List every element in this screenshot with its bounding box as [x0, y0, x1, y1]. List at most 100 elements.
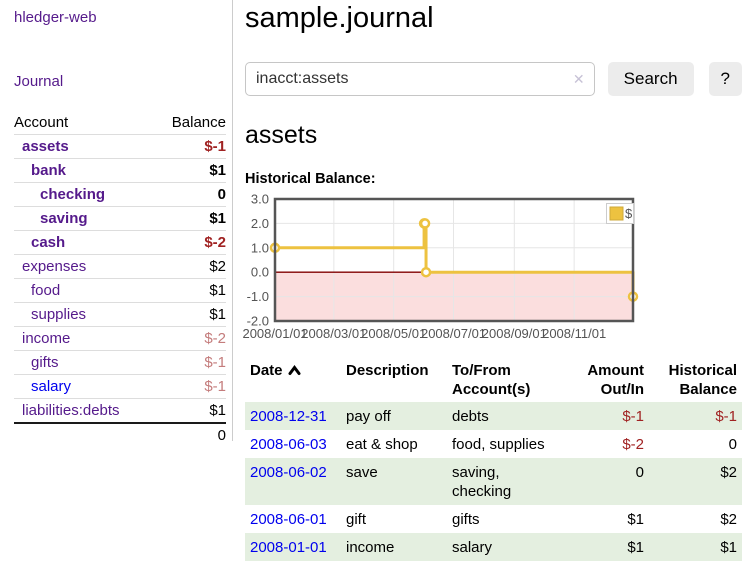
transaction-date-link[interactable]: 2008-12-31: [250, 407, 327, 425]
transaction-balance: 0: [728, 435, 737, 453]
transaction-accounts: food, supplies: [452, 435, 545, 453]
transaction-description: income: [346, 538, 395, 556]
accounts-total-row: 0: [14, 423, 226, 448]
svg-text:2008/03/01: 2008/03/01: [301, 326, 366, 341]
help-button[interactable]: ?: [708, 62, 742, 96]
svg-text:-2.0: -2.0: [247, 314, 269, 329]
svg-text:1.0: 1.0: [251, 240, 269, 255]
account-heading: assets: [245, 121, 318, 149]
page-title: sample.journal: [245, 2, 434, 34]
svg-text:$: $: [625, 206, 633, 221]
transaction-date-link[interactable]: 2008-06-03: [250, 435, 327, 453]
transactions-body: 2008-12-31 pay off debts $-1 $-1 2008-06-03 ea…: [245, 402, 742, 561]
transaction-amount: 0: [635, 463, 644, 481]
account-balance: $-1: [204, 377, 226, 395]
account-balance: $2: [209, 257, 226, 275]
svg-text:2.0: 2.0: [251, 216, 269, 231]
col-accounts: To/From Account(s): [452, 362, 531, 398]
col-amount: Amount Out/In: [587, 362, 644, 398]
account-row: checking 0: [14, 182, 226, 207]
svg-text:2008/07/01: 2008/07/01: [421, 326, 486, 341]
account-balance: $1: [209, 209, 226, 227]
col-date-sort[interactable]: Date: [245, 358, 341, 402]
col-balance: Historical Balance: [668, 362, 737, 398]
account-row: salary $-1: [14, 374, 226, 399]
account-row: saving $1: [14, 206, 226, 231]
transaction-row: 2008-01-01 income salary $1 $1: [245, 533, 742, 561]
transaction-balance: $1: [720, 538, 737, 556]
accounts-header-account: Account: [14, 114, 69, 131]
accounts-table: Account Balance assets $-1 bank $1 checking 0…: [14, 111, 226, 448]
svg-text:0.0: 0.0: [251, 265, 269, 280]
chart-legend: $: [606, 203, 634, 224]
account-row: bank $1: [14, 158, 226, 183]
app-title-link[interactable]: hledger-web: [14, 9, 97, 26]
transactions-table: Date Description To/From Account(s) Amou…: [245, 358, 742, 561]
account-balance: $1: [209, 281, 226, 299]
transaction-amount: $-1: [622, 407, 644, 425]
account-row: liabilities:debts $1: [14, 398, 226, 424]
account-link[interactable]: income: [22, 329, 71, 347]
svg-text:2008/09/01: 2008/09/01: [482, 326, 547, 341]
transaction-row: 2008-06-02 save saving, checking 0 $2: [245, 458, 742, 505]
account-balance: $1: [209, 161, 226, 179]
clear-search-icon[interactable]: ✕: [572, 71, 585, 87]
sort-ascending-icon: [288, 365, 301, 375]
account-link[interactable]: supplies: [31, 305, 87, 323]
chart-title: Historical Balance:: [245, 171, 376, 187]
transaction-date-link[interactable]: 2008-01-01: [250, 538, 327, 556]
account-row: food $1: [14, 278, 226, 303]
transactions-header-row: Date Description To/From Account(s) Amou…: [245, 358, 742, 402]
transaction-balance: $-1: [715, 407, 737, 425]
search-box: ✕: [245, 62, 595, 96]
accounts-body: assets $-1 bank $1 checking 0 saving $1 cash $-2 e…: [14, 134, 226, 424]
account-link[interactable]: cash: [31, 233, 66, 251]
account-balance: $-1: [204, 137, 226, 155]
account-balance: $-2: [204, 329, 226, 347]
svg-text:2008/11/01: 2008/11/01: [542, 326, 606, 341]
transaction-accounts: debts: [452, 407, 489, 425]
balance-chart: 3.0 2.0 1.0 0.0 -1.0 -2.02008/01/012008/03/01…: [242, 192, 639, 341]
accounts-total-balance: 0: [217, 427, 226, 444]
account-balance: $-1: [204, 353, 226, 371]
account-row: gifts $-1: [14, 350, 226, 375]
account-balance: $-2: [204, 233, 226, 251]
col-date-label: Date: [250, 362, 283, 379]
account-link[interactable]: food: [31, 281, 61, 299]
account-row: supplies $1: [14, 302, 226, 327]
transaction-amount: $-2: [622, 435, 644, 453]
transaction-row: 2008-06-03 eat & shop food, supplies $-2 0: [245, 430, 742, 458]
transaction-accounts: gifts: [452, 510, 480, 528]
col-description: Description: [346, 362, 429, 379]
account-link[interactable]: checking: [40, 185, 106, 203]
transaction-date-link[interactable]: 2008-06-01: [250, 510, 327, 528]
account-link[interactable]: salary: [31, 377, 72, 395]
transaction-accounts: saving, checking: [452, 463, 512, 500]
search-form: ✕ Search ?: [245, 62, 742, 96]
account-link[interactable]: gifts: [31, 353, 59, 371]
account-link[interactable]: assets: [22, 137, 69, 155]
search-button[interactable]: Search: [607, 62, 694, 96]
transaction-amount: $1: [627, 538, 644, 556]
transaction-date-link[interactable]: 2008-06-02: [250, 463, 327, 481]
account-row: income $-2: [14, 326, 226, 351]
account-link[interactable]: bank: [31, 161, 67, 179]
account-balance: $1: [209, 401, 226, 419]
sidebar-item-journal[interactable]: Journal: [14, 73, 64, 90]
transaction-description: save: [346, 463, 378, 481]
account-link[interactable]: saving: [40, 209, 88, 227]
svg-text:2008/05/01: 2008/05/01: [361, 326, 426, 341]
transaction-balance: $2: [720, 463, 737, 481]
account-link[interactable]: expenses: [22, 257, 87, 275]
account-balance: 0: [217, 185, 226, 203]
search-input[interactable]: [245, 62, 595, 96]
svg-text:3.0: 3.0: [251, 192, 269, 207]
account-link[interactable]: liabilities:debts: [22, 401, 120, 419]
sidebar: hledger-web Journal Account Balance asse…: [0, 0, 233, 444]
transaction-amount: $1: [627, 510, 644, 528]
transaction-description: pay off: [346, 407, 391, 425]
transaction-balance: $2: [720, 510, 737, 528]
transaction-description: gift: [346, 510, 367, 528]
accounts-header-row: Account Balance: [14, 111, 226, 135]
account-row: expenses $2: [14, 254, 226, 279]
